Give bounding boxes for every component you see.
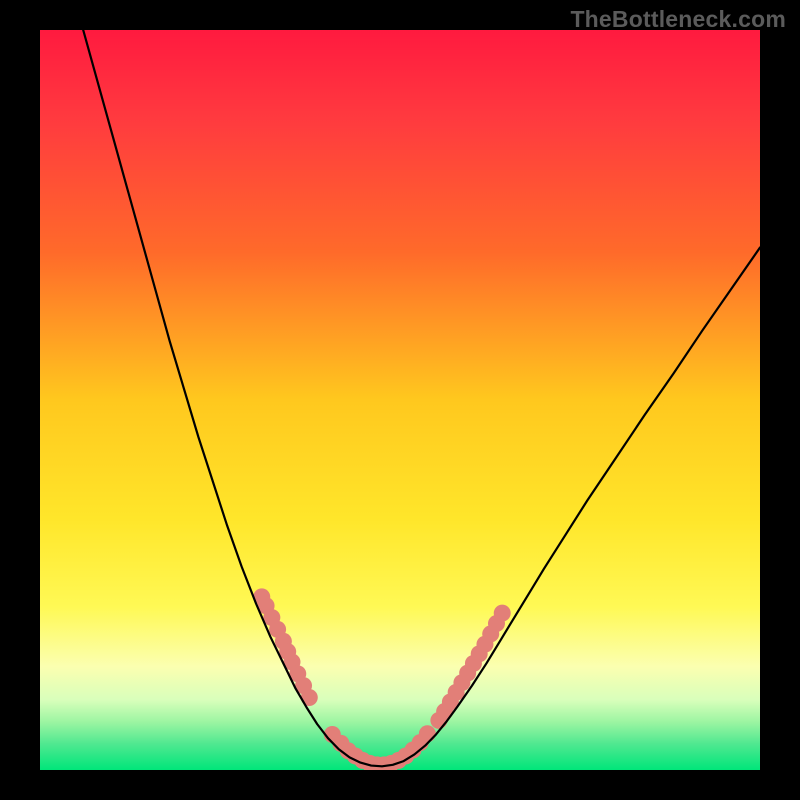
watermark-text: TheBottleneck.com bbox=[570, 6, 786, 33]
gradient-background bbox=[40, 30, 760, 770]
plot-svg bbox=[40, 30, 760, 770]
plot-area bbox=[40, 30, 760, 770]
highlight-dot bbox=[419, 725, 436, 742]
chart-frame: TheBottleneck.com bbox=[0, 0, 800, 800]
highlight-dot bbox=[494, 605, 511, 622]
